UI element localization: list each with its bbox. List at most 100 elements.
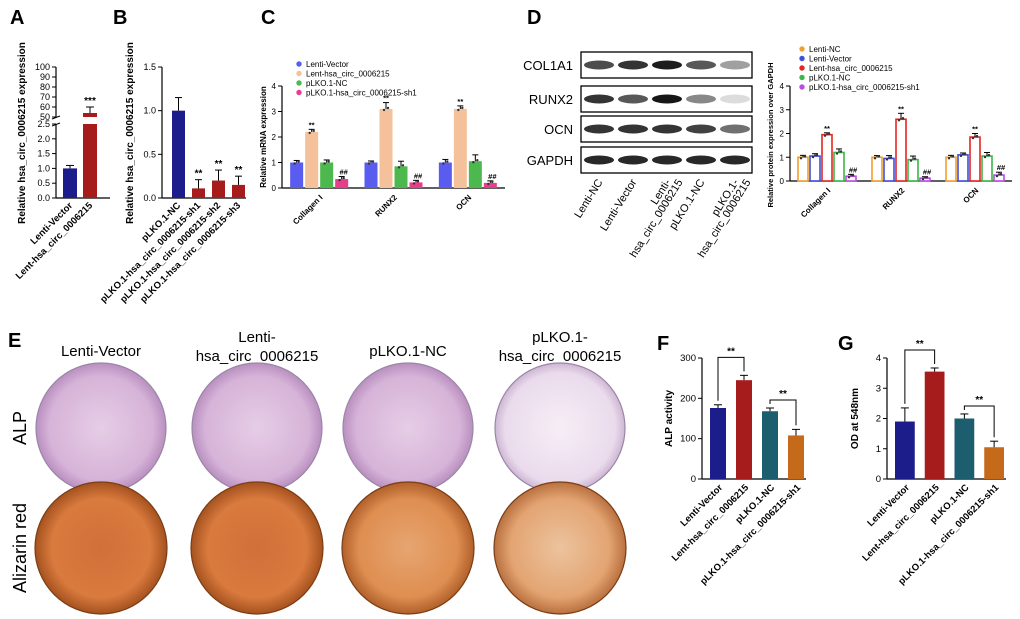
tick-label-a: 1.5 <box>37 149 50 159</box>
legend-marker-d <box>799 74 805 81</box>
bar-a-lent-circ-lower <box>83 124 97 198</box>
tick-label-f: 200 <box>680 393 696 404</box>
annotation-b: ** <box>215 159 223 170</box>
point-d <box>913 157 917 160</box>
panel-label-b: B <box>113 7 127 29</box>
point-c <box>476 159 479 162</box>
tick-label-a: 0.5 <box>37 178 50 188</box>
point-c <box>308 131 311 135</box>
staining-column-label: Lenti- <box>238 329 276 346</box>
blot-band <box>686 155 716 165</box>
bracket-f <box>717 356 745 401</box>
bracket-g <box>963 405 995 438</box>
legend-label-d: Lent-hsa_circ_0006215 <box>809 64 893 73</box>
y-axis-label-f: ALP activity <box>664 390 675 447</box>
tick-label-a: 0.0 <box>37 193 50 203</box>
bar-d-0-2 <box>821 133 833 182</box>
x-tick-label-c: OCN <box>454 193 473 212</box>
tick-label-d: 3 <box>780 106 785 115</box>
point-c <box>323 162 326 165</box>
bar-g-0 <box>895 421 915 479</box>
x-tick-label-d: RUNX2 <box>881 186 907 212</box>
bar-a-lenti-vector <box>63 168 77 198</box>
annotation-a: *** <box>84 96 96 107</box>
bar-d-0-0 <box>797 156 809 182</box>
tick-label-b: 1.0 <box>143 106 156 116</box>
bar-f-0 <box>710 408 726 479</box>
bar-b-3 <box>232 184 245 198</box>
annotation-c: ## <box>488 172 497 181</box>
point-c <box>401 164 405 167</box>
bar-f-3 <box>788 435 804 479</box>
annotation-b: ** <box>235 165 243 176</box>
legend-label-d: Lenti-Vector <box>809 55 852 64</box>
point-d <box>811 155 815 159</box>
blot-band <box>652 124 682 134</box>
tick-label-g: 1 <box>876 444 881 455</box>
blot-band <box>652 94 682 104</box>
point-d <box>823 134 827 137</box>
legend-marker-c <box>296 89 302 96</box>
legend-marker-d <box>799 84 805 90</box>
panel-label-f: F <box>657 333 669 355</box>
tick-label-a: 1.0 <box>37 163 50 173</box>
bar-d-0-3 <box>833 151 845 182</box>
legend-label-d: pLKO.1-hsa_circ_0006215-sh1 <box>809 83 920 92</box>
bar-c-0-0 <box>290 162 304 188</box>
blot-band <box>720 155 750 165</box>
point-d <box>987 153 991 157</box>
blot-band <box>720 60 750 70</box>
tick-label-f: 300 <box>680 353 696 364</box>
legend-label-c: pLKO.1-hsa_circ_0006215-sh1 <box>306 89 417 98</box>
point-d <box>847 176 851 179</box>
point-c <box>386 106 390 110</box>
bar-d-2-3 <box>981 155 993 182</box>
blot-row-label: COL1A1 <box>523 58 573 73</box>
point-c <box>491 180 494 184</box>
alizarin-well-1 <box>190 481 324 615</box>
point-d <box>815 153 819 157</box>
point-d <box>827 132 831 135</box>
point-d <box>909 159 913 162</box>
point-d <box>885 158 889 161</box>
point-d <box>983 155 987 159</box>
bar-d-0-4 <box>845 175 857 182</box>
annotation-d: ** <box>824 124 830 133</box>
bar-d-2-2 <box>969 136 981 182</box>
staining-column-label: Lenti-Vector <box>61 343 141 360</box>
y-axis-label-d: Relative protein expression over GAPDH <box>766 62 775 207</box>
blot-band <box>686 60 716 70</box>
annotation-c: ## <box>414 171 423 180</box>
bar-d-0-1 <box>809 155 821 182</box>
point-d <box>971 136 975 140</box>
annotation-d: ** <box>972 125 978 134</box>
y-axis-label-g: OD at 548nm <box>850 388 861 449</box>
blot-lane-label: Lenti-NC <box>572 177 605 220</box>
blot-band <box>618 124 648 134</box>
bar-d-1-3 <box>907 158 919 182</box>
tick-label-a: 80 <box>40 82 50 92</box>
point-c <box>442 162 445 165</box>
alizarin-well-3 <box>493 481 627 615</box>
bar-b-0 <box>172 110 185 198</box>
point-c <box>327 160 330 163</box>
blot-row-label: OCN <box>544 122 573 137</box>
tick-label-f: 0 <box>691 474 696 485</box>
point-c <box>472 161 475 164</box>
alp-well-1 <box>191 362 323 494</box>
panel-label-g: G <box>838 333 854 355</box>
tick-label-c: 4 <box>272 82 277 91</box>
tick-label-c: 1 <box>272 159 277 168</box>
blot-band <box>618 155 648 165</box>
x-tick-label-c: RUNX2 <box>373 193 399 219</box>
point-c <box>487 182 490 186</box>
point-d <box>995 174 999 178</box>
bar-b-2 <box>212 180 225 198</box>
tick-label-b: 0.5 <box>143 149 156 159</box>
point-d <box>889 156 893 159</box>
point-c <box>293 162 296 165</box>
tick-label-c: 2 <box>272 133 277 142</box>
tick-label-b: 1.5 <box>143 62 156 72</box>
alp-well-0 <box>35 362 167 494</box>
